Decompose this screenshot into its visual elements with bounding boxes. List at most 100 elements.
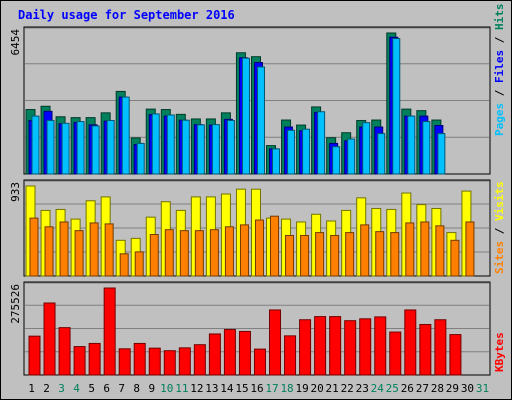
bar-kbytes-day-14 [223,329,236,376]
bar-pages-day-25 [392,38,401,175]
x-tick-label-day-29: 29 [446,382,459,395]
bar-sites-day-9 [149,234,159,277]
bar-kbytes-day-6 [103,287,116,376]
legend-entry-pages: Pages [493,103,506,136]
bar-kbytes-day-9 [148,347,161,376]
bar-sites-day-20 [315,232,325,277]
x-tick-label-day-24: 24 [371,382,385,395]
bar-sites-day-10 [164,229,174,277]
x-tick-label-day-30: 30 [461,382,474,395]
bar-sites-day-14 [224,226,234,277]
bar-kbytes-day-17 [269,309,282,376]
bar-pages-day-9 [151,113,160,175]
x-tick-label-day-21: 21 [326,382,339,395]
legend-separator: / [493,221,506,241]
bar-pages-day-7 [121,96,130,175]
x-tick-label-day-22: 22 [341,382,354,395]
bar-pages-day-6 [106,119,115,175]
bar-kbytes-day-4 [73,346,86,376]
bar-sites-day-18 [285,234,295,277]
bar-pages-day-20 [317,111,326,175]
x-tick-label-day-20: 20 [311,382,324,395]
x-tick-label-day-16: 16 [250,382,263,395]
bar-sites-day-11 [179,230,189,277]
hits-files-pages-legend: Pages / Files / Hits [493,4,506,137]
bar-pages-day-17 [272,148,281,175]
bar-pages-day-8 [136,142,145,175]
x-tick-label-day-8: 8 [133,382,140,395]
legend-entry-kbytes: KBytes [493,332,506,372]
x-tick-label-day-10: 10 [160,382,173,395]
chart-title: Daily usage for September 2016 [18,8,235,22]
bar-pages-day-12 [196,124,205,175]
bar-sites-day-21 [330,234,340,277]
bar-sites-day-29 [450,239,460,277]
x-tick-label-day-15: 15 [235,382,248,395]
bar-pages-day-10 [166,114,175,175]
x-tick-label-day-28: 28 [431,382,444,395]
bar-sites-day-16 [254,219,264,277]
x-tick-label-day-3: 3 [58,382,65,395]
bar-kbytes-day-2 [43,302,56,376]
visits-sites-legend: Sites / Visits [493,181,506,274]
x-tick-label-day-5: 5 [88,382,95,395]
legend-entry-sites: Sites [493,241,506,274]
bar-kbytes-day-29 [449,334,462,376]
bar-sites-day-28 [435,225,445,277]
x-tick-label-day-4: 4 [73,382,80,395]
bar-pages-day-3 [61,122,70,175]
bar-sites-day-19 [300,234,310,277]
bar-kbytes-day-15 [238,330,251,376]
bar-kbytes-day-27 [419,323,432,376]
bar-sites-day-30 [465,221,475,277]
x-tick-label-day-6: 6 [103,382,110,395]
bar-sites-day-25 [390,232,400,277]
bar-pages-day-19 [302,128,311,175]
x-tick-label-day-13: 13 [205,382,218,395]
bar-sites-day-4 [74,230,84,277]
x-tick-label-day-18: 18 [280,382,293,395]
x-tick-label-day-26: 26 [401,382,414,395]
legend-separator: / [493,30,506,50]
bar-sites-day-6 [104,223,114,277]
bar-pages-day-28 [437,133,446,175]
bar-pages-day-5 [91,125,100,175]
bar-kbytes-day-12 [193,344,206,376]
legend-entry-visits: Visits [493,181,506,221]
bar-pages-day-15 [241,57,250,175]
bar-sites-day-3 [59,221,69,277]
legend-entry-hits: Hits [493,4,506,31]
bar-sites-day-26 [405,222,415,277]
bar-sites-day-1 [29,217,39,277]
x-tick-label-day-9: 9 [148,382,155,395]
bar-pages-day-13 [211,124,220,175]
bar-sites-day-13 [209,229,219,277]
bar-kbytes-day-3 [58,327,71,376]
bar-pages-day-22 [347,138,356,175]
kbytes-max-label: 275526 [9,284,22,324]
bar-kbytes-day-16 [253,348,266,376]
x-tick-label-day-19: 19 [295,382,308,395]
x-tick-label-day-1: 1 [28,382,35,395]
x-tick-label-day-31: 31 [476,382,489,395]
bar-sites-day-7 [119,253,129,277]
bar-kbytes-day-25 [389,331,402,376]
bar-kbytes-day-28 [434,319,447,376]
bar-sites-day-22 [345,232,355,277]
x-tick-label-day-23: 23 [356,382,369,395]
bar-kbytes-day-20 [314,316,327,376]
bar-kbytes-day-23 [359,318,372,376]
bar-sites-day-24 [375,231,385,277]
bar-sites-day-17 [270,215,280,277]
x-tick-label-day-17: 17 [265,382,278,395]
hits-files-pages-max-label: 6454 [9,29,22,56]
bar-sites-day-15 [239,224,249,277]
legend-separator: / [493,83,506,103]
bar-kbytes-day-24 [374,316,387,376]
bar-kbytes-day-8 [133,342,146,376]
bar-sites-day-27 [420,221,430,277]
bar-kbytes-day-19 [299,319,312,376]
bar-pages-day-11 [181,119,190,175]
bar-pages-day-18 [287,129,296,175]
